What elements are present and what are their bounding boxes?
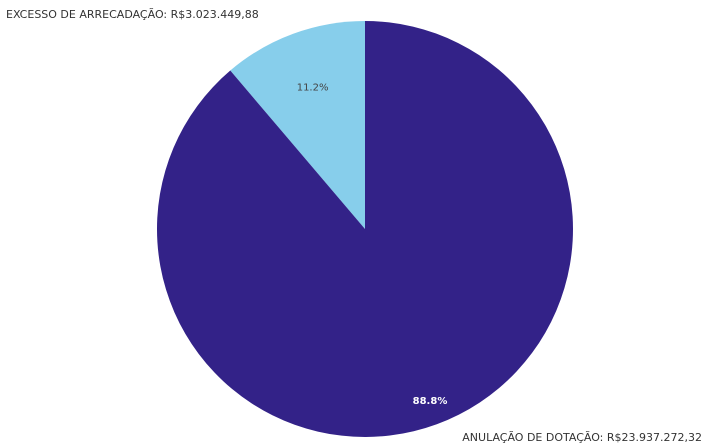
pie-slice-2[interactable] (156, 21, 573, 437)
pie-labels: 11.2% 88.8% EXCESSO DE ARRECADAÇÃO: R$3.02… (6, 8, 702, 444)
pie-slices (156, 21, 573, 437)
slice-2-percent-label: 88.8% (413, 396, 448, 407)
slice-1-percent-label: 11.2% (297, 83, 329, 94)
pie-slice-1[interactable] (230, 21, 365, 229)
slice-1-outer-label: EXCESSO DE ARRECADAÇÃO: R$3.023.449,88 (6, 8, 259, 21)
slice-2-outer-label: ANULAÇÃO DE DOTAÇÃO: R$23.937.272,32 (462, 431, 702, 444)
